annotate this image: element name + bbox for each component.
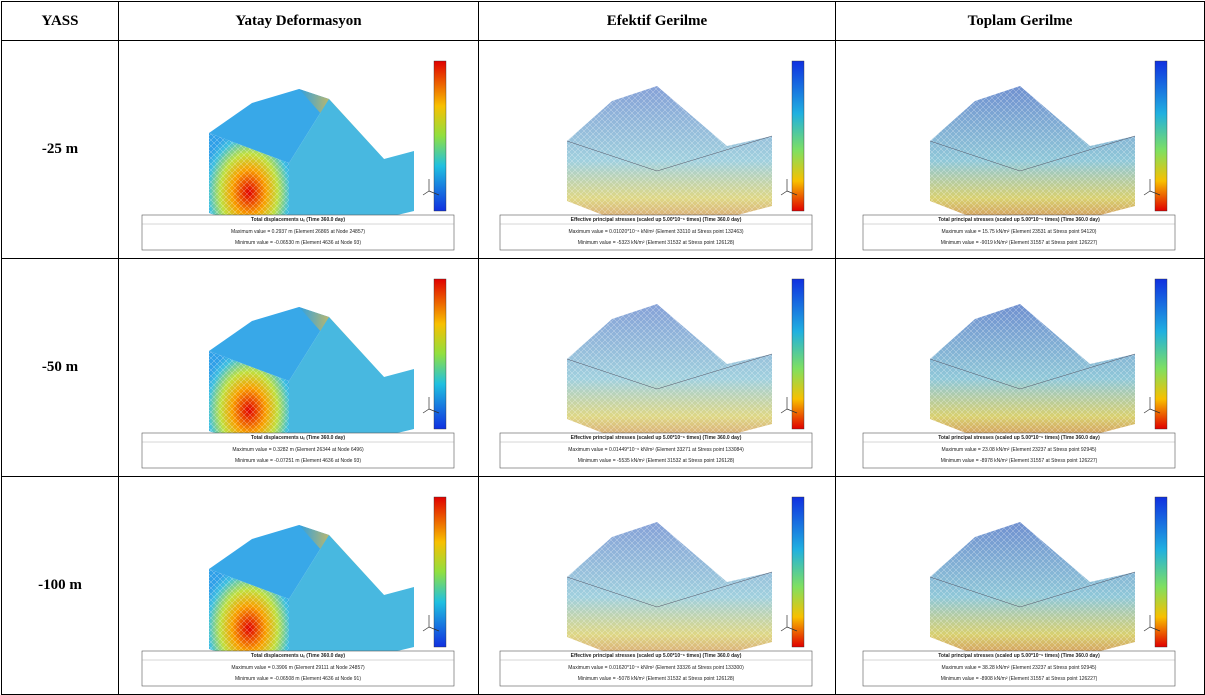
result-figure: Total displacements uₓ (Time 360.0 day) M… (124, 41, 474, 253)
color-bar (1155, 279, 1167, 429)
result-figure: Effective principal stresses (scaled up … (482, 259, 832, 471)
result-cell: Total principal stresses (scaled up 5.00… (836, 259, 1205, 477)
caption-max: Maximum value = 0.3906 m (Element 29111 … (231, 665, 365, 671)
model-mesh (930, 304, 1135, 454)
result-figure: Effective principal stresses (scaled up … (482, 477, 832, 689)
color-bar (1155, 497, 1167, 647)
caption-title: Total principal stresses (scaled up 5.00… (938, 653, 1100, 659)
caption-title: Effective principal stresses (scaled up … (571, 217, 742, 223)
color-bar (792, 61, 804, 211)
result-cell: Total displacements uₓ (Time 360.0 day) M… (119, 41, 479, 259)
caption-min: Minimum value = -5078 kN/m² (Element 315… (578, 676, 735, 682)
model-mesh (567, 522, 772, 672)
result-figure: Total principal stresses (scaled up 5.00… (845, 259, 1195, 471)
row-label: -25 m (2, 41, 119, 259)
caption-max: Maximum value = 0.01020*10⁻⁶ kN/m² (Elem… (568, 229, 743, 235)
color-bar (792, 279, 804, 429)
caption-title: Total displacements uₓ (Time 360.0 day) (250, 435, 345, 441)
result-cell: Total displacements uₓ (Time 360.0 day) M… (119, 477, 479, 695)
color-bar (434, 497, 446, 647)
caption-min: Minimum value = -5535 kN/m² (Element 315… (578, 458, 735, 464)
color-bar (434, 61, 446, 211)
results-table: YASSYatay DeformasyonEfektif GerilmeTopl… (1, 1, 1205, 695)
column-header: Toplam Gerilme (836, 2, 1205, 41)
result-figure: Total principal stresses (scaled up 5.00… (845, 41, 1195, 253)
result-cell: Effective principal stresses (scaled up … (479, 477, 836, 695)
caption-title: Total principal stresses (scaled up 5.00… (938, 435, 1100, 441)
caption-min: Minimum value = -0.06530 m (Element 4636… (234, 240, 360, 246)
caption-title: Total principal stresses (scaled up 5.00… (938, 217, 1100, 223)
row-label: -50 m (2, 259, 119, 477)
model-mesh (930, 86, 1135, 236)
color-bar (434, 279, 446, 429)
column-header: YASS (2, 2, 119, 41)
result-figure: Total principal stresses (scaled up 5.00… (845, 477, 1195, 689)
caption-max: Maximum value = 23.08 kN/m² (Element 232… (942, 447, 1097, 453)
caption-max: Maximum value = 15.75 kN/m² (Element 235… (942, 229, 1097, 235)
caption-min: Minimum value = -5323 kN/m² (Element 315… (578, 240, 735, 246)
row-label: -100 m (2, 477, 119, 695)
caption-min: Minimum value = -0.07251 m (Element 4636… (234, 458, 360, 464)
caption-min: Minimum value = -0.06508 m (Element 4636… (234, 676, 360, 682)
column-header: Efektif Gerilme (479, 2, 836, 41)
page: {"header": ["YASS", "Yatay Deformasyon",… (0, 1, 1205, 692)
result-figure: Effective principal stresses (scaled up … (482, 41, 832, 253)
caption-title: Effective principal stresses (scaled up … (571, 653, 742, 659)
caption-max: Maximum value = 38.28 kN/m² (Element 232… (942, 665, 1097, 671)
result-cell: Effective principal stresses (scaled up … (479, 259, 836, 477)
caption-min: Minimum value = -9019 kN/m² (Element 315… (941, 240, 1098, 246)
model-mesh (930, 522, 1135, 672)
model-mesh (567, 86, 772, 236)
result-figure: Total displacements uₓ (Time 360.0 day) M… (124, 477, 474, 689)
column-header: Yatay Deformasyon (119, 2, 479, 41)
caption-title: Effective principal stresses (scaled up … (571, 435, 742, 441)
result-cell: Total principal stresses (scaled up 5.00… (836, 477, 1205, 695)
color-bar (792, 497, 804, 647)
caption-max: Maximum value = 0.2937 m (Element 26865 … (230, 229, 364, 235)
caption-min: Minimum value = -8978 kN/m² (Element 315… (941, 458, 1098, 464)
result-figure: Total displacements uₓ (Time 360.0 day) M… (124, 259, 474, 471)
result-cell: Effective principal stresses (scaled up … (479, 41, 836, 259)
model-mesh (567, 304, 772, 454)
caption-max: Maximum value = 0.01620*10⁻⁶ kN/m² (Elem… (568, 665, 744, 671)
result-cell: Total displacements uₓ (Time 360.0 day) M… (119, 259, 479, 477)
result-cell: Total principal stresses (scaled up 5.00… (836, 41, 1205, 259)
caption-max: Maximum value = 0.01449*10⁻⁶ kN/m² (Elem… (568, 447, 744, 453)
caption-title: Total displacements uₓ (Time 360.0 day) (250, 653, 345, 659)
caption-min: Minimum value = -8908 kN/m² (Element 315… (941, 676, 1098, 682)
caption-title: Total displacements uₓ (Time 360.0 day) (250, 217, 345, 223)
caption-max: Maximum value = 0.3282 m (Element 26344 … (232, 447, 364, 453)
color-bar (1155, 61, 1167, 211)
table-row: -25 mTotal displacements uₓ (Time 360.0 … (2, 41, 1205, 259)
